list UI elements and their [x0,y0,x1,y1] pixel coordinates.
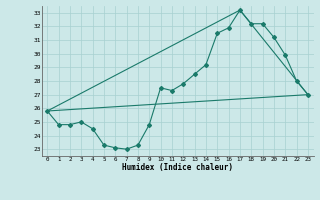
X-axis label: Humidex (Indice chaleur): Humidex (Indice chaleur) [122,163,233,172]
